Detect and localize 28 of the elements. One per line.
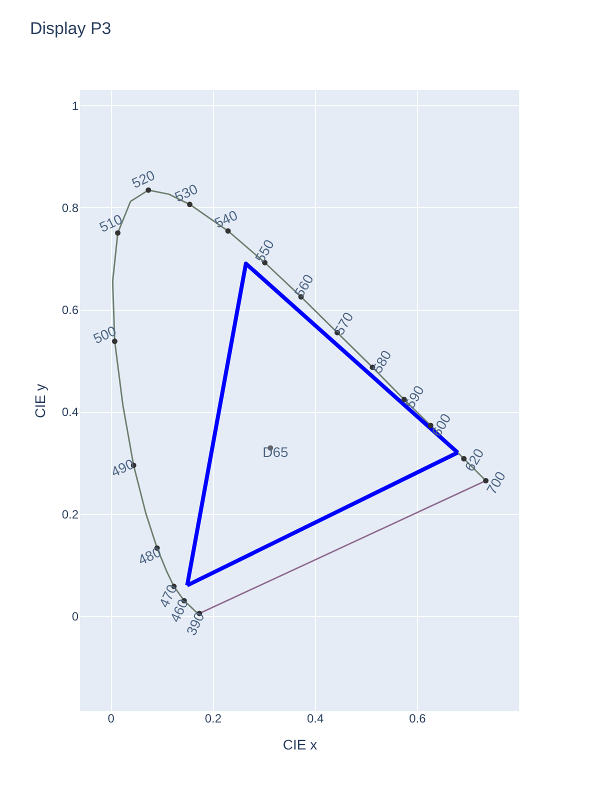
annotation: 500 [90, 322, 119, 347]
y-tick-label: 1 [72, 98, 79, 113]
annotation: D65 [262, 444, 289, 460]
annotation: 390 [182, 610, 208, 638]
annotation: 530 [172, 180, 200, 205]
x-tick-label: 0 [108, 712, 115, 726]
annotation: 600 [428, 410, 454, 440]
y-tick-label: 0 [72, 610, 79, 624]
annotation: 570 [330, 309, 356, 338]
y-tick-label: 0.6 [62, 303, 79, 318]
y-tick-label: 0.2 [62, 507, 79, 522]
annotation: 540 [212, 206, 240, 232]
annotation: 480 [135, 544, 164, 568]
annotation: 520 [129, 166, 158, 192]
annotation: 580 [368, 347, 394, 376]
annotation: 590 [402, 382, 428, 411]
y-axis-title: CIE y [32, 384, 48, 418]
y-tick-label: 0.4 [62, 405, 79, 420]
x-tick-label: 0.6 [409, 712, 426, 726]
annotation: 560 [290, 271, 317, 300]
x-tick-label: 0.4 [306, 712, 324, 726]
x-axis-title: CIE x [282, 736, 318, 752]
annotation: 550 [252, 236, 278, 266]
y-tick-label: 0.8 [62, 200, 79, 215]
chart-title: Display P3 [30, 19, 112, 38]
annotation: 490 [108, 455, 137, 480]
x-tick-label: 0.2 [204, 712, 222, 726]
annotation: 510 [96, 210, 125, 236]
